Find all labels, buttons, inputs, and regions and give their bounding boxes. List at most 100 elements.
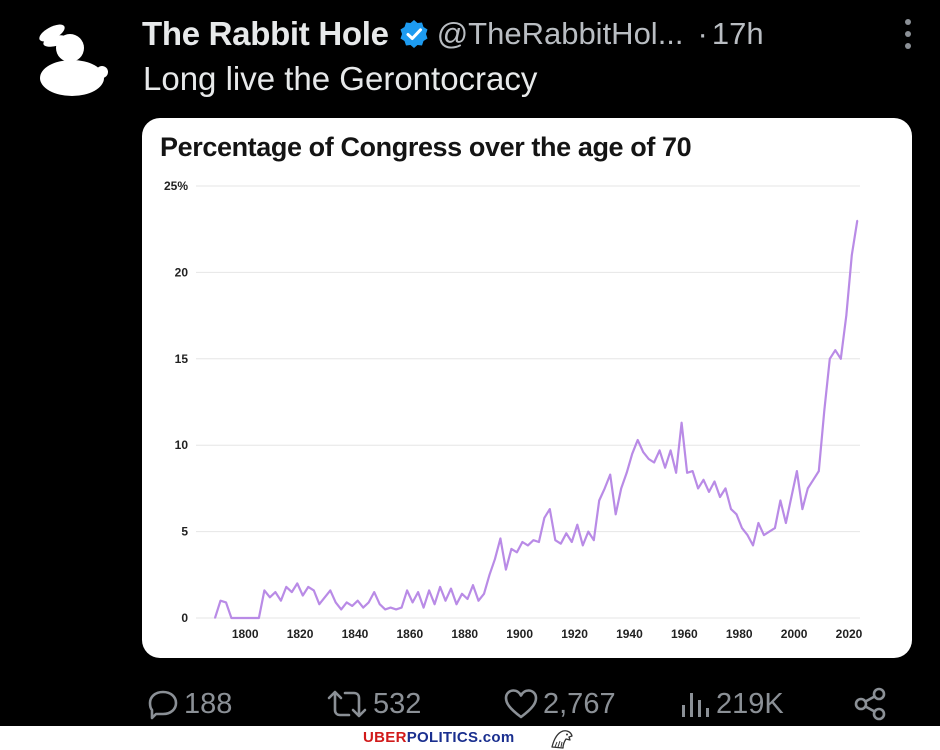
data-point	[252, 617, 255, 619]
author-handle[interactable]: @TheRabbitHol...	[436, 16, 684, 51]
data-point	[768, 530, 771, 533]
data-point	[367, 601, 370, 604]
data-point	[439, 586, 441, 588]
data-point	[263, 589, 266, 592]
data-point	[285, 586, 288, 588]
data-point	[323, 596, 326, 599]
data-point	[389, 606, 392, 609]
reply-icon	[148, 690, 178, 720]
heart-icon	[504, 689, 538, 719]
watermark-brand-part1: UBER	[363, 729, 407, 746]
data-point	[598, 499, 601, 502]
data-point	[796, 470, 798, 472]
x-tick-label: 1960	[671, 627, 698, 641]
data-point	[483, 593, 485, 595]
data-point	[554, 539, 557, 542]
repost-icon	[327, 690, 367, 718]
data-point	[785, 522, 787, 524]
data-point	[576, 523, 579, 526]
data-point	[291, 591, 293, 593]
data-point	[312, 589, 315, 592]
more-options-icon[interactable]	[904, 17, 912, 51]
data-point	[823, 409, 826, 412]
share-button[interactable]	[852, 682, 892, 726]
data-point	[779, 499, 782, 502]
data-point	[225, 601, 227, 604]
data-point	[592, 539, 595, 542]
data-point	[587, 530, 590, 533]
data-point	[719, 496, 721, 498]
data-point	[472, 584, 474, 586]
x-tick-label: 1900	[506, 627, 533, 641]
data-point	[614, 513, 617, 516]
data-point	[351, 605, 354, 607]
x-tick-label: 1920	[561, 627, 588, 641]
data-point	[455, 603, 458, 605]
reply-button[interactable]: 188	[146, 682, 232, 726]
data-point	[356, 599, 359, 602]
data-point	[258, 617, 260, 619]
data-point	[345, 601, 348, 604]
data-point	[697, 487, 699, 490]
data-point	[790, 496, 793, 498]
like-count: 2,767	[543, 687, 616, 720]
data-point	[642, 451, 644, 453]
x-tick-label: 1980	[726, 627, 753, 641]
data-point	[735, 513, 738, 516]
data-point	[603, 487, 606, 490]
data-point	[581, 544, 584, 547]
tweet-timestamp[interactable]: 17h	[711, 16, 764, 51]
view-count: 219K	[716, 687, 784, 720]
author-name[interactable]: The Rabbit Hole	[142, 15, 389, 52]
x-tick-label: 1880	[451, 627, 478, 641]
data-point	[702, 478, 705, 481]
data-point	[214, 617, 216, 619]
repost-button[interactable]: 532	[325, 682, 421, 726]
data-point	[532, 539, 535, 542]
data-point	[247, 617, 249, 619]
y-tick-label: 15	[175, 352, 189, 366]
data-point	[428, 589, 430, 592]
avatar[interactable]	[22, 14, 122, 104]
watermark-brand: UBERPOLITICS.com	[363, 729, 514, 746]
data-point	[499, 537, 502, 540]
chart-title: Percentage of Congress over the age of 7…	[160, 132, 692, 162]
data-point	[565, 532, 568, 535]
line-chart: 0 5 10 15 20 25% 1800 1820 1840 1860 1880 1900 1920 1…	[164, 179, 863, 641]
data-point	[708, 491, 710, 493]
like-button[interactable]: 2,767	[503, 682, 616, 726]
data-point	[494, 558, 496, 561]
data-point	[625, 472, 628, 474]
data-point	[340, 608, 343, 611]
data-point	[307, 586, 310, 588]
data-point	[801, 508, 804, 510]
data-point	[466, 598, 469, 600]
data-point	[433, 603, 436, 605]
views-button[interactable]: 219K	[678, 682, 784, 726]
data-point	[505, 568, 507, 571]
data-point	[839, 358, 842, 360]
analytics-icon	[682, 693, 709, 717]
x-tick-label: 1800	[232, 627, 259, 641]
data-point	[560, 542, 562, 545]
data-point	[812, 478, 815, 481]
data-point	[461, 593, 463, 595]
data-point	[620, 487, 623, 490]
data-point	[444, 599, 447, 602]
chart-image-card[interactable]: Percentage of Congress over the age of 7…	[142, 118, 912, 658]
data-point	[757, 522, 760, 524]
data-point	[752, 544, 754, 547]
x-tick-label: 1840	[342, 627, 369, 641]
data-point	[856, 219, 859, 222]
data-point	[746, 534, 749, 536]
repost-count: 532	[373, 687, 422, 720]
eagle-logo-icon	[551, 730, 573, 749]
data-point	[411, 601, 414, 604]
data-point	[538, 541, 540, 543]
watermark-footer: UBERPOLITICS.com	[0, 726, 940, 750]
y-tick-label: 5	[181, 525, 188, 539]
data-point	[609, 473, 612, 476]
series-line	[213, 220, 859, 620]
data-point	[664, 466, 666, 469]
data-point	[516, 551, 518, 554]
